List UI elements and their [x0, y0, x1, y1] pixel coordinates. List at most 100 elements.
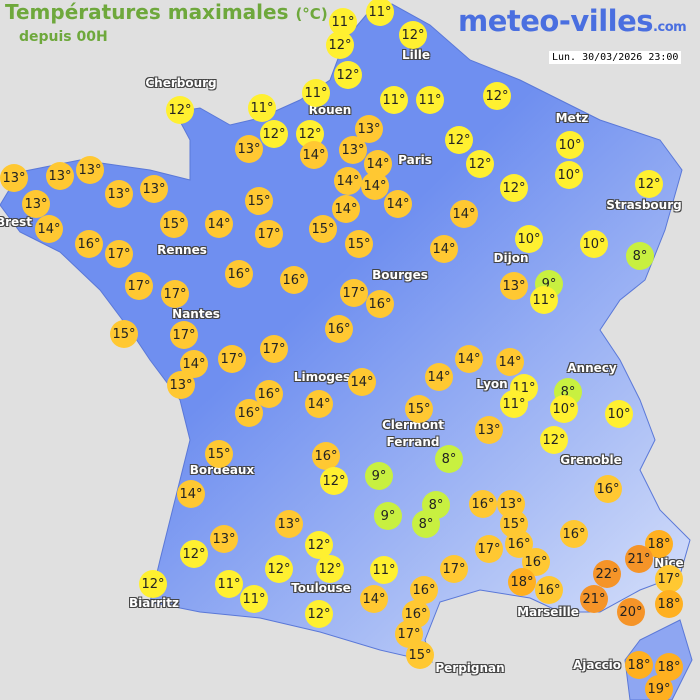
temperature-marker[interactable]: 12°: [260, 120, 288, 148]
temperature-marker[interactable]: 18°: [655, 590, 683, 618]
temperature-marker[interactable]: 11°: [215, 570, 243, 598]
temperature-marker[interactable]: 11°: [240, 585, 268, 613]
temperature-marker[interactable]: 17°: [105, 240, 133, 268]
temperature-marker[interactable]: 8°: [626, 242, 654, 270]
temperature-marker[interactable]: 17°: [125, 272, 153, 300]
temperature-marker[interactable]: 14°: [180, 350, 208, 378]
logo[interactable]: meteo-villes.com: [458, 4, 687, 38]
temperature-marker[interactable]: 13°: [0, 164, 28, 192]
temperature-marker[interactable]: 14°: [334, 167, 362, 195]
temperature-marker[interactable]: 12°: [466, 150, 494, 178]
temperature-marker[interactable]: 11°: [380, 86, 408, 114]
temperature-marker[interactable]: 14°: [361, 172, 389, 200]
temperature-marker[interactable]: 13°: [475, 416, 503, 444]
temperature-marker[interactable]: 14°: [430, 235, 458, 263]
temperature-marker[interactable]: 17°: [340, 279, 368, 307]
temperature-marker[interactable]: 16°: [366, 290, 394, 318]
temperature-marker[interactable]: 12°: [500, 174, 528, 202]
temperature-marker[interactable]: 11°: [329, 8, 357, 36]
temperature-marker[interactable]: 15°: [205, 440, 233, 468]
temperature-marker[interactable]: 13°: [235, 135, 263, 163]
temperature-marker[interactable]: 12°: [326, 31, 354, 59]
temperature-marker[interactable]: 17°: [170, 321, 198, 349]
temperature-marker[interactable]: 8°: [435, 445, 463, 473]
temperature-marker[interactable]: 12°: [265, 555, 293, 583]
temperature-marker[interactable]: 14°: [35, 215, 63, 243]
temperature-marker[interactable]: 9°: [374, 502, 402, 530]
temperature-marker[interactable]: 12°: [166, 96, 194, 124]
temperature-marker[interactable]: 11°: [248, 94, 276, 122]
temperature-marker[interactable]: 12°: [320, 467, 348, 495]
temperature-marker[interactable]: 16°: [594, 475, 622, 503]
temperature-marker[interactable]: 16°: [325, 315, 353, 343]
temperature-marker[interactable]: 12°: [635, 170, 663, 198]
temperature-marker[interactable]: 15°: [245, 187, 273, 215]
temperature-marker[interactable]: 17°: [255, 220, 283, 248]
temperature-marker[interactable]: 11°: [416, 86, 444, 114]
temperature-marker[interactable]: 15°: [345, 230, 373, 258]
temperature-marker[interactable]: 15°: [110, 320, 138, 348]
temperature-marker[interactable]: 14°: [360, 585, 388, 613]
temperature-marker[interactable]: 17°: [161, 280, 189, 308]
temperature-marker[interactable]: 11°: [500, 390, 528, 418]
temperature-marker[interactable]: 17°: [475, 535, 503, 563]
temperature-marker[interactable]: 13°: [46, 162, 74, 190]
temperature-marker[interactable]: 14°: [455, 345, 483, 373]
temperature-marker[interactable]: 12°: [540, 426, 568, 454]
temperature-marker[interactable]: 16°: [535, 576, 563, 604]
temperature-marker[interactable]: 17°: [655, 565, 683, 593]
temperature-marker[interactable]: 12°: [399, 21, 427, 49]
temperature-marker[interactable]: 14°: [384, 190, 412, 218]
temperature-marker[interactable]: 10°: [515, 225, 543, 253]
temperature-marker[interactable]: 11°: [530, 286, 558, 314]
temperature-marker[interactable]: 21°: [580, 585, 608, 613]
temperature-marker[interactable]: 14°: [305, 390, 333, 418]
temperature-marker[interactable]: 14°: [496, 348, 524, 376]
temperature-marker[interactable]: 13°: [210, 525, 238, 553]
temperature-marker[interactable]: 16°: [235, 399, 263, 427]
temperature-marker[interactable]: 16°: [312, 442, 340, 470]
temperature-marker[interactable]: 13°: [339, 136, 367, 164]
temperature-marker[interactable]: 12°: [445, 126, 473, 154]
temperature-marker[interactable]: 15°: [160, 210, 188, 238]
temperature-marker[interactable]: 11°: [366, 0, 394, 26]
temperature-marker[interactable]: 10°: [555, 161, 583, 189]
temperature-marker[interactable]: 18°: [508, 568, 536, 596]
temperature-marker[interactable]: 19°: [645, 675, 673, 700]
temperature-marker[interactable]: 12°: [334, 61, 362, 89]
temperature-marker[interactable]: 10°: [550, 395, 578, 423]
temperature-marker[interactable]: 20°: [617, 598, 645, 626]
temperature-marker[interactable]: 17°: [218, 345, 246, 373]
temperature-marker[interactable]: 10°: [580, 230, 608, 258]
temperature-marker[interactable]: 13°: [167, 371, 195, 399]
temperature-marker[interactable]: 16°: [469, 490, 497, 518]
temperature-marker[interactable]: 16°: [410, 576, 438, 604]
temperature-marker[interactable]: 8°: [412, 510, 440, 538]
temperature-marker[interactable]: 15°: [406, 641, 434, 669]
temperature-marker[interactable]: 14°: [332, 195, 360, 223]
temperature-marker[interactable]: 17°: [440, 555, 468, 583]
temperature-marker[interactable]: 14°: [300, 141, 328, 169]
temperature-marker[interactable]: 10°: [605, 400, 633, 428]
temperature-marker[interactable]: 13°: [140, 175, 168, 203]
temperature-marker[interactable]: 12°: [305, 600, 333, 628]
temperature-marker[interactable]: 13°: [105, 180, 133, 208]
temperature-marker[interactable]: 14°: [205, 210, 233, 238]
temperature-marker[interactable]: 16°: [560, 520, 588, 548]
temperature-marker[interactable]: 14°: [425, 363, 453, 391]
temperature-marker[interactable]: 17°: [395, 620, 423, 648]
temperature-marker[interactable]: 14°: [177, 480, 205, 508]
temperature-marker[interactable]: 14°: [348, 368, 376, 396]
temperature-marker[interactable]: 11°: [370, 556, 398, 584]
temperature-marker[interactable]: 13°: [500, 272, 528, 300]
temperature-marker[interactable]: 16°: [280, 266, 308, 294]
temperature-marker[interactable]: 9°: [365, 462, 393, 490]
temperature-marker[interactable]: 22°: [593, 560, 621, 588]
temperature-marker[interactable]: 12°: [139, 570, 167, 598]
temperature-marker[interactable]: 16°: [75, 230, 103, 258]
temperature-marker[interactable]: 12°: [483, 82, 511, 110]
temperature-marker[interactable]: 15°: [405, 395, 433, 423]
temperature-marker[interactable]: 13°: [22, 190, 50, 218]
temperature-marker[interactable]: 12°: [180, 540, 208, 568]
temperature-marker[interactable]: 14°: [450, 200, 478, 228]
